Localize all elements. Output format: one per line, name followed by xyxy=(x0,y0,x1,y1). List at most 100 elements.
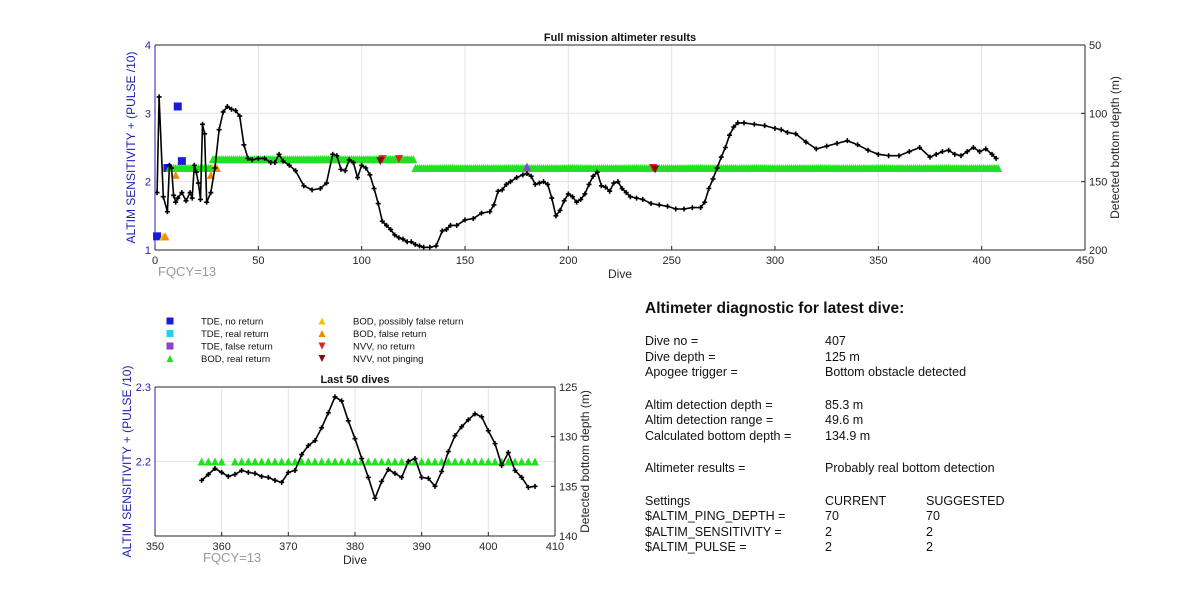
detected-bottom-depth-marker xyxy=(727,132,733,138)
diagnostic-label: Calculated bottom depth = xyxy=(645,428,792,443)
chart-title: Full mission altimeter results xyxy=(544,32,696,44)
x-tick-label: 100 xyxy=(352,255,370,267)
tde-no-return-marker xyxy=(153,232,162,241)
detected-bottom-depth-marker xyxy=(454,222,460,228)
detected-bottom-depth-marker xyxy=(293,168,299,174)
detected-bottom-depth-marker xyxy=(408,239,414,245)
setting-suggested: 2 xyxy=(926,524,933,539)
bod-real-return-marker xyxy=(451,457,459,466)
detected-bottom-depth-marker xyxy=(656,202,662,208)
detected-bottom-depth-marker xyxy=(528,173,534,179)
diagnostic-row-detection-range: Altim detection range = 49.6 m xyxy=(645,413,1145,429)
legend-marker xyxy=(318,342,326,350)
detected-bottom-depth-marker xyxy=(175,195,181,201)
detected-bottom-depth-marker xyxy=(813,146,819,152)
bod-real-return-marker xyxy=(311,457,319,466)
detected-bottom-depth-marker xyxy=(459,424,465,430)
detected-bottom-depth-marker xyxy=(578,196,584,202)
detected-bottom-depth-marker xyxy=(574,199,580,205)
diagnostic-row-dive-depth: Dive depth = 125 m xyxy=(645,350,1145,366)
detected-bottom-depth-marker xyxy=(958,153,964,159)
detected-bottom-depth-marker xyxy=(479,210,485,216)
diagnostic-row-bottom-depth: Calculated bottom depth = 134.9 m xyxy=(645,429,1145,445)
left-y-tick-label: 1 xyxy=(145,245,151,257)
detected-bottom-depth-marker xyxy=(532,483,538,489)
bod-real-return-marker xyxy=(371,457,379,466)
bod-real-return-marker xyxy=(197,457,206,466)
detected-bottom-depth-marker xyxy=(485,428,491,434)
detected-bottom-depth-marker xyxy=(741,120,747,126)
legend-label: TDE, false return xyxy=(201,342,273,353)
detected-bottom-depth-marker xyxy=(462,217,468,223)
detected-bottom-depth-marker xyxy=(673,206,679,212)
detected-bottom-depth-marker xyxy=(772,125,778,131)
detected-bottom-depth-marker xyxy=(917,145,923,150)
detected-bottom-depth-marker xyxy=(299,452,305,458)
x-tick-label: 380 xyxy=(346,541,364,553)
bod-real-return-marker xyxy=(504,457,513,466)
x-tick-label: 350 xyxy=(146,541,164,553)
detected-bottom-depth-marker xyxy=(549,195,555,201)
detected-bottom-depth-marker xyxy=(191,162,197,168)
bod-real-return-marker xyxy=(384,457,393,466)
right-y-tick-label: 135 xyxy=(559,481,577,493)
legend-label: BOD, possibly false return xyxy=(353,317,463,328)
detected-bottom-depth-marker xyxy=(634,195,640,201)
detected-bottom-depth-marker xyxy=(224,104,230,109)
detected-bottom-depth-marker xyxy=(396,235,402,241)
detected-bottom-depth-marker xyxy=(255,155,261,161)
diagnostic-label: Altim detection range = xyxy=(645,413,774,427)
detected-bottom-depth-marker xyxy=(855,142,861,148)
detected-bottom-depth-marker xyxy=(452,433,458,439)
diagnostic-value: 407 xyxy=(825,334,846,348)
detected-bottom-depth-marker xyxy=(241,142,247,148)
detected-bottom-depth-marker xyxy=(193,169,199,175)
detected-bottom-depth-marker xyxy=(338,166,344,172)
diagnostic-value: 85.3 m xyxy=(825,397,864,412)
detected-bottom-depth-marker xyxy=(665,203,671,209)
detected-bottom-depth-marker xyxy=(171,192,177,198)
bod-real-return-marker xyxy=(217,457,226,466)
detected-bottom-depth-marker xyxy=(239,467,245,473)
detected-bottom-depth-marker xyxy=(301,183,307,189)
x-tick-label: 390 xyxy=(412,541,430,553)
tde-no-return-marker xyxy=(173,102,182,111)
detected-bottom-depth-marker xyxy=(202,131,208,137)
detected-bottom-depth-marker xyxy=(212,465,218,471)
detected-bottom-depth-marker xyxy=(983,146,989,152)
detected-bottom-depth-marker xyxy=(392,470,398,476)
x-tick-label: 150 xyxy=(456,255,474,267)
detected-bottom-depth-marker xyxy=(735,120,741,126)
detected-bottom-depth-marker xyxy=(280,158,286,164)
diagnostic-value: 49.6 m xyxy=(825,413,864,427)
detected-bottom-depth-marker xyxy=(603,184,609,190)
diagnostic-row-detection-depth: Altim detection depth = 85.3 m xyxy=(645,398,1145,414)
detected-bottom-depth-marker xyxy=(350,160,356,166)
diagnostic-label: Dive depth = xyxy=(645,349,716,364)
detected-bottom-depth-marker xyxy=(334,153,340,159)
legend-label: BOD, false return xyxy=(353,329,426,340)
setting-suggested: 2 xyxy=(926,540,933,554)
diagnostic-label: Apogee trigger = xyxy=(645,365,738,379)
detected-bottom-depth-marker xyxy=(619,186,625,191)
bod-real-return-marker xyxy=(477,457,486,466)
detected-bottom-depth-marker xyxy=(212,165,218,171)
bod-real-return-marker xyxy=(206,164,215,172)
detected-bottom-depth-marker xyxy=(292,467,298,473)
detected-bottom-depth-marker xyxy=(249,157,255,163)
detected-bottom-depth-marker xyxy=(383,222,389,228)
detected-bottom-depth-marker xyxy=(332,394,338,400)
detected-bottom-depth-marker xyxy=(279,479,285,485)
x-tick-label: 400 xyxy=(972,255,990,267)
right-y-tick-label: 200 xyxy=(1089,245,1107,257)
detected-bottom-depth-marker xyxy=(319,425,325,431)
detected-bottom-depth-marker xyxy=(156,94,162,100)
x-tick-label: 250 xyxy=(662,255,680,267)
diagnostic-row-dive-no: Dive no = 407 xyxy=(645,334,1145,350)
bod-real-return-marker xyxy=(211,457,219,466)
bod-real-return-marker xyxy=(484,457,493,466)
chart-title: Last 50 dives xyxy=(320,374,389,386)
settings-header-row: Settings CURRENT SUGGESTED xyxy=(645,494,1145,510)
detected-bottom-depth-marker xyxy=(499,187,505,193)
